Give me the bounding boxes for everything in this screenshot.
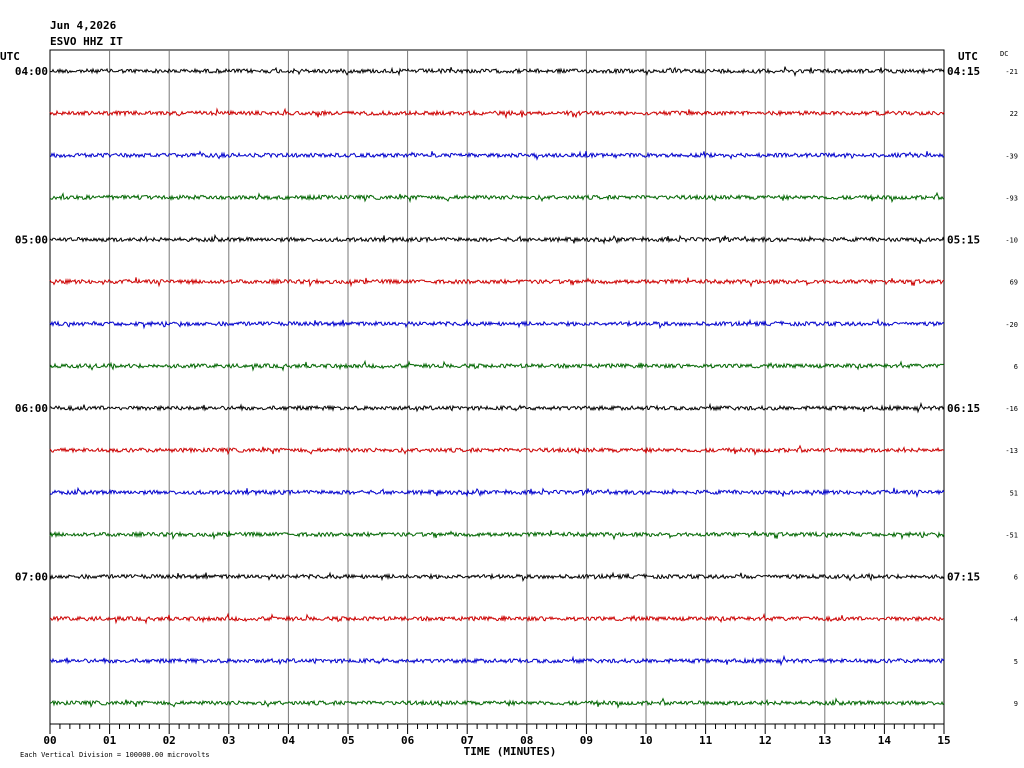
x-tick-label: 13 [818, 734, 831, 747]
x-tick-label: 12 [759, 734, 772, 747]
trace [49, 150, 945, 161]
trace [49, 571, 945, 583]
trace [49, 697, 945, 709]
station: ESVO HHZ IT [50, 35, 123, 48]
trace [49, 277, 945, 288]
x-tick-label: 14 [878, 734, 892, 747]
right-time-label: 06:15 [947, 402, 980, 415]
x-tick-label: 15 [937, 734, 950, 747]
dc-offset: -20 [1005, 321, 1018, 329]
dc-offset: -16 [1005, 405, 1018, 413]
trace [49, 233, 945, 245]
trace [49, 530, 945, 541]
dc-offset: -39 [1005, 152, 1018, 160]
trace [49, 66, 945, 77]
dc-offset: 6 [1014, 574, 1018, 582]
x-tick-label: 09 [580, 734, 593, 747]
dc-offset: 6 [1014, 363, 1018, 371]
x-axis-label: TIME (MINUTES) [464, 745, 557, 758]
left-axis-title: UTC [0, 50, 20, 63]
right-time-label: 07:15 [947, 571, 980, 584]
plot-frame [49, 49, 945, 725]
footer: Each Vertical Division = 100000.00 micro… [20, 751, 210, 759]
x-tick-label: 10 [639, 734, 652, 747]
x-tick-label: 02 [163, 734, 176, 747]
trace [49, 107, 945, 120]
trace [49, 444, 945, 456]
right-time-label: 05:15 [947, 234, 980, 247]
trace [49, 486, 945, 498]
trace [49, 318, 945, 330]
dc-offset: -4 [1010, 616, 1018, 624]
trace [49, 191, 945, 204]
trace [49, 612, 944, 625]
dc-offset: 22 [1010, 110, 1018, 118]
dc-offset: 69 [1010, 279, 1018, 287]
trace [49, 654, 945, 667]
x-tick-label: 11 [699, 734, 713, 747]
dc-offset: 5 [1014, 658, 1018, 666]
dc-offset: 9 [1014, 700, 1018, 708]
dc-offset: -10 [1005, 237, 1018, 245]
dc-offset: -93 [1005, 194, 1018, 202]
dc-offset: 51 [1010, 489, 1018, 497]
left-time-label: 04:00 [15, 65, 48, 78]
x-tick-label: 07 [461, 734, 474, 747]
dc-offset: -13 [1005, 447, 1018, 455]
x-tick-label: 05 [341, 734, 354, 747]
right-time-label: 04:15 [947, 65, 980, 78]
x-tick-label: 03 [222, 734, 235, 747]
dc-title: DC [1000, 50, 1008, 58]
x-tick-label: 04 [282, 734, 296, 747]
date: Jun 4,2026 [50, 19, 117, 32]
x-tick-label: 01 [103, 734, 117, 747]
trace [49, 359, 945, 372]
left-time-label: 05:00 [15, 234, 48, 247]
x-tick-label: 08 [520, 734, 533, 747]
x-tick-label: 06 [401, 734, 415, 747]
x-tick-label: 00 [43, 734, 56, 747]
trace [49, 401, 945, 414]
right-axis-title: UTC [958, 50, 978, 63]
left-time-label: 07:00 [15, 571, 48, 584]
dc-offset: -51 [1005, 531, 1018, 539]
left-time-label: 06:00 [15, 402, 48, 415]
dc-offset: -21 [1005, 68, 1018, 76]
